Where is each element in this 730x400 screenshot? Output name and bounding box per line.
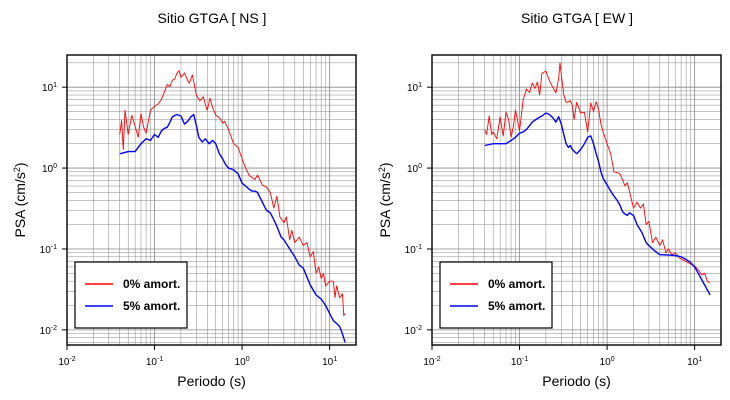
x-tick-label: 10-2 bbox=[58, 356, 75, 368]
x-tick-label: 100 bbox=[600, 356, 615, 368]
y-tick-label: 100 bbox=[42, 163, 57, 175]
legend-label: 5% amort. bbox=[488, 299, 545, 313]
y-tick-label: 101 bbox=[42, 82, 57, 94]
x-tick-label: 101 bbox=[322, 356, 337, 368]
legend-label: 0% amort. bbox=[488, 277, 545, 291]
x-tick-label: 10-1 bbox=[146, 356, 163, 368]
legend: 0% amort. 5% amort. bbox=[74, 261, 188, 329]
y-tick-label: 10-2 bbox=[405, 325, 422, 337]
series-line-damped bbox=[119, 113, 346, 343]
ns-spectrum-chart: Sitio GTGA [ NS ] 10-2 10-1 100 101 10-2 10-1… bbox=[12, 10, 357, 389]
y-tick-label: 100 bbox=[407, 163, 422, 175]
chart-title-ew: Sitio GTGA [ EW ] bbox=[521, 10, 633, 26]
y-axis-label: PSA (cm/s2) bbox=[12, 162, 28, 237]
x-tick-label: 101 bbox=[687, 356, 702, 368]
x-tick-label: 10-2 bbox=[423, 356, 440, 368]
x-tick-label: 10-1 bbox=[511, 356, 528, 368]
grid bbox=[66, 55, 357, 345]
legend-label: 0% amort. bbox=[123, 277, 180, 291]
x-axis-label: Periodo (s) bbox=[542, 373, 610, 389]
chart-title-ns: Sitio GTGA [ NS ] bbox=[158, 10, 267, 26]
legend-box bbox=[74, 261, 188, 329]
series-line-undamped bbox=[484, 62, 711, 284]
plot-frame bbox=[66, 54, 357, 346]
y-tick-label: 10-1 bbox=[405, 244, 422, 256]
x-tick-label: 100 bbox=[235, 356, 250, 368]
y-tick-label: 10-2 bbox=[40, 325, 57, 337]
legend-box bbox=[439, 261, 553, 329]
legend-label: 5% amort. bbox=[123, 299, 180, 313]
y-axis-label: PSA (cm/s2) bbox=[377, 162, 393, 237]
series-line-damped bbox=[484, 112, 711, 296]
y-tick-label: 10-1 bbox=[40, 244, 57, 256]
legend: 0% amort. 5% amort. bbox=[439, 261, 553, 329]
x-axis-label: Periodo (s) bbox=[177, 373, 245, 389]
y-tick-label: 101 bbox=[407, 82, 422, 94]
plot-frame bbox=[431, 54, 722, 346]
series-line-undamped bbox=[119, 70, 346, 317]
ew-spectrum-chart: Sitio GTGA [ EW ] 10-2 10-1 100 101 10-2 10-1… bbox=[377, 10, 722, 389]
